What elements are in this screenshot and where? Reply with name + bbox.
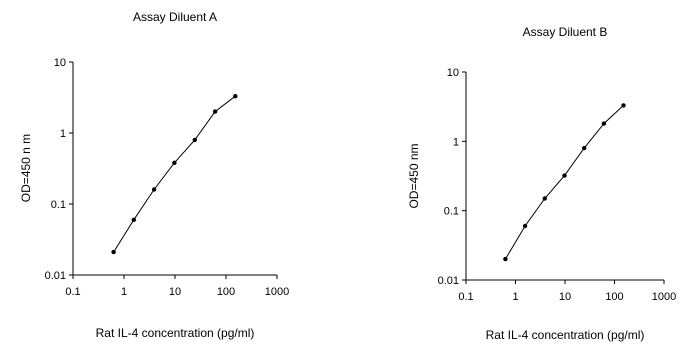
data-point xyxy=(111,249,116,255)
series-line xyxy=(504,105,624,260)
x-tick-label: 10 xyxy=(169,286,181,298)
x-tick-label: 1 xyxy=(512,291,518,303)
chart-2: Assay Diluent B 0.1 1 10 100 1000 0.01 0.1 1 10 Ra… xyxy=(407,25,676,342)
series-line xyxy=(113,95,236,253)
y-axis-label: OD=450 nm xyxy=(407,143,421,208)
x-tick-label: 0.1 xyxy=(458,291,473,303)
data-point xyxy=(151,187,157,192)
data-point xyxy=(503,256,508,262)
y-tick-label: 10 xyxy=(447,67,459,79)
x-tick-label: 1000 xyxy=(265,286,289,298)
y-tick-label: 0.01 xyxy=(45,270,66,282)
x-axis-label: Rat IL-4 concentration (pg/ml) xyxy=(96,326,255,340)
x-tick-label: 100 xyxy=(217,286,235,298)
y-tick-label: 1 xyxy=(60,128,66,140)
x-axis-label: Rat IL-4 concentration (pg/ml) xyxy=(486,328,645,342)
y-tick-label: 0.1 xyxy=(444,206,459,218)
chart-1: Assay Diluent A 0.1 1 10 100 1000 0.01 0.1 1 10 Ra… xyxy=(19,10,289,340)
y-tick-label: 0.01 xyxy=(438,275,459,287)
chart-title: Assay Diluent A xyxy=(133,10,217,24)
x-tick-label: 0.1 xyxy=(65,286,80,298)
data-point xyxy=(192,137,197,143)
x-tick-label: 10 xyxy=(559,291,571,303)
chart-title: Assay Diluent B xyxy=(523,25,608,39)
data-point xyxy=(582,145,587,151)
data-point xyxy=(562,173,567,178)
x-tick-label: 1 xyxy=(121,286,127,298)
y-tick-label: 10 xyxy=(54,57,66,69)
data-point xyxy=(522,223,528,229)
x-tick-label: 1000 xyxy=(652,291,676,303)
data-point xyxy=(172,160,177,165)
y-tick-label: 1 xyxy=(453,136,459,148)
data-point xyxy=(212,109,218,114)
x-tick-label: 100 xyxy=(605,291,623,303)
data-point xyxy=(233,94,238,99)
data-point xyxy=(601,121,607,126)
data-point xyxy=(131,217,136,222)
data-point xyxy=(542,196,547,201)
data-point xyxy=(621,103,626,108)
y-tick-label: 0.1 xyxy=(51,199,66,211)
y-axis-label: OD=450 n m xyxy=(19,134,33,202)
